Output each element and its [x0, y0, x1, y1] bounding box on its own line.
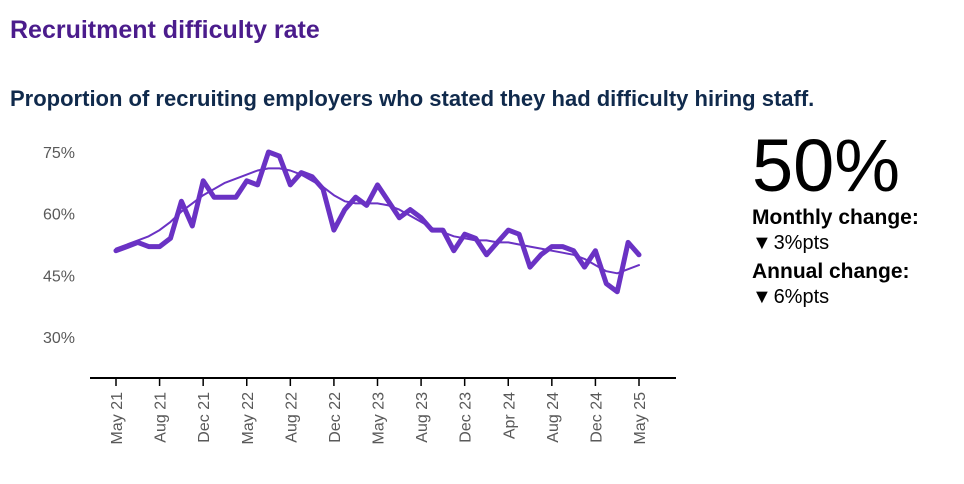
chart-lines: [113, 149, 642, 295]
monthly-change: ▼ 3%pts: [752, 230, 957, 256]
y-tick-label: 75%: [43, 145, 75, 162]
x-tick-label: Dec 23: [458, 392, 475, 443]
chart-title: Recruitment difficulty rate: [10, 16, 320, 44]
x-tick-label: Dec 24: [588, 392, 605, 443]
kpi-current-value: 50%: [752, 124, 901, 207]
x-tick-label: Aug 22: [283, 392, 300, 443]
x-tick-label: Apr 24: [501, 392, 518, 439]
chart-subtitle: Proportion of recruiting employers who s…: [10, 86, 815, 111]
down-arrow-icon: ▼: [752, 232, 772, 254]
monthly-change-label: Monthly change:: [752, 206, 919, 229]
y-tick-label: 30%: [43, 330, 75, 347]
annual-change: ▼ 6%pts: [752, 284, 957, 310]
kpi-panel: 50% Monthly change: ▼ 3%pts Annual chang…: [752, 126, 957, 314]
y-tick-label: 60%: [43, 207, 75, 224]
annual-change-label: Annual change:: [752, 260, 910, 283]
monthly-rate-line: [113, 149, 642, 295]
x-tick-label: May 21: [109, 392, 126, 445]
x-tick-label: Dec 22: [327, 392, 344, 443]
x-axis-ticks: [115, 378, 640, 386]
x-axis-labels: May 21 Aug 21 Dec 21 May 22 Aug 22 Dec 22 May …: [109, 392, 649, 445]
down-arrow-icon: ▼: [752, 286, 772, 308]
y-axis-labels: 30% 45% 60% 75%: [43, 145, 75, 347]
monthly-change-value: 3%pts: [773, 232, 830, 254]
x-tick-label: May 23: [371, 392, 388, 445]
x-tick-label: Aug 21: [153, 392, 170, 443]
y-tick-label: 45%: [43, 268, 75, 285]
trend-line: [115, 167, 640, 275]
x-tick-label: Dec 21: [196, 392, 213, 443]
x-tick-label: Aug 24: [545, 392, 562, 443]
line-chart: 30% 45% 60% 75% May 21 Aug 21 Dec 21 May 22 Aug…: [43, 145, 676, 445]
annual-change-value: 6%pts: [773, 286, 830, 308]
x-tick-label: Aug 23: [414, 392, 431, 443]
x-tick-label: May 25: [632, 392, 649, 445]
x-tick-label: May 22: [240, 392, 257, 445]
